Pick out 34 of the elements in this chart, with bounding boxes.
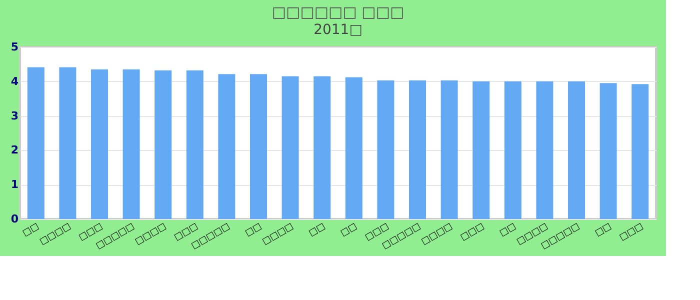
x-tick-label: □□ (307, 222, 328, 239)
bar (568, 81, 585, 219)
bar (377, 80, 394, 219)
bar (472, 81, 490, 219)
y-tick-label: 2 (10, 144, 18, 157)
bar (632, 84, 649, 219)
bar (154, 70, 172, 219)
bar (250, 74, 267, 219)
bar (91, 69, 108, 219)
y-tick-label: 4 (10, 74, 19, 88)
bar (440, 80, 458, 219)
x-tick-label: □□ (244, 222, 264, 239)
bar (409, 80, 426, 219)
bar (345, 77, 362, 219)
y-tick-label: 3 (10, 109, 18, 122)
y-tick-label: 0 (10, 212, 19, 226)
x-tick-label: □□ (594, 222, 614, 239)
bar (218, 74, 236, 219)
bar (27, 67, 44, 219)
bar (600, 83, 617, 219)
bar (314, 76, 331, 219)
y-tick-label: 5 (10, 40, 18, 54)
bar (282, 76, 299, 219)
chart-subtitle: 2011□ (314, 22, 362, 38)
bar (536, 81, 554, 219)
x-tick-label: □□ (21, 222, 41, 239)
y-tick-label: 1 (10, 178, 18, 192)
bar (504, 81, 522, 219)
chart-title: □□□□□□ □□□ (272, 3, 404, 21)
bar (186, 70, 204, 219)
bar (59, 67, 76, 219)
bar (122, 69, 140, 219)
x-tick-label: □□ (339, 222, 359, 239)
x-tick-label: □□ (498, 222, 518, 239)
